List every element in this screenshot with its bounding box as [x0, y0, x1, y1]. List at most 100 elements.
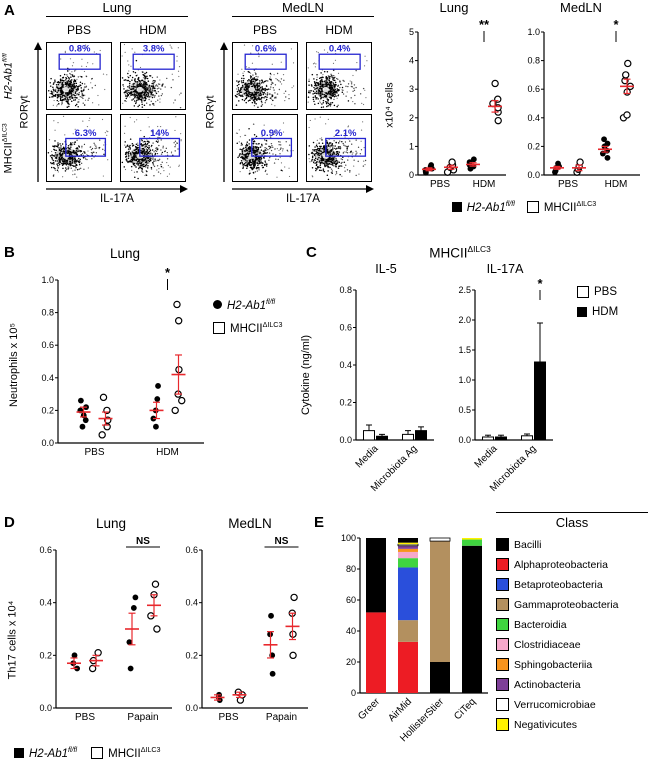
svg-text:0.0: 0.0	[339, 435, 352, 445]
svg-text:0.2: 0.2	[527, 141, 540, 151]
d-medln-title: MedLN	[228, 516, 272, 531]
svg-text:HDM: HDM	[605, 179, 628, 190]
flow-lung-pbs-header: PBS	[66, 23, 91, 37]
legend-item-genotype1: H2-Ab1fl/fl	[213, 298, 282, 312]
genotype2-name: MHCII	[2, 141, 15, 174]
legend-item-sphingobacteriia: Sphingobacteriia	[496, 658, 648, 671]
svg-text:0.8%: 0.8%	[69, 44, 91, 55]
svg-text:0.6: 0.6	[39, 545, 52, 555]
svg-text:NS: NS	[136, 536, 150, 547]
c-il5-title: IL-5	[375, 262, 397, 276]
svg-text:14%: 14%	[150, 128, 170, 139]
flow-plot-medln-pbs-row1: 0.6%	[232, 42, 298, 110]
svg-text:0.6%: 0.6%	[255, 44, 277, 55]
svg-text:*: *	[165, 265, 171, 280]
flow-lung-xaxis-label: IL-17A	[100, 193, 134, 205]
svg-text:PBS: PBS	[84, 447, 104, 458]
panel-b-label: B	[4, 244, 15, 261]
c-il5-bar-plot: 0.0 0.2 0.4 0.6 0.8 Media Microbiota Ag	[326, 276, 436, 510]
legend-item-genotype1: H2-Ab1fl/fl	[14, 746, 77, 760]
flow-plot-medln-hdm-row1: 0.4%	[306, 42, 372, 110]
svg-text:Papain: Papain	[266, 712, 297, 723]
flow-medln-pbs-header: PBS	[252, 23, 277, 37]
svg-text:HDM: HDM	[156, 447, 179, 458]
svg-text:0.2: 0.2	[185, 650, 198, 660]
svg-text:0.5: 0.5	[458, 405, 471, 415]
svg-text:1.0: 1.0	[527, 27, 540, 37]
class-color-swatch	[496, 578, 509, 591]
svg-text:0.8: 0.8	[339, 285, 352, 295]
svg-text:HDM: HDM	[473, 179, 496, 190]
class-label: Alphaproteobacteria	[514, 558, 608, 571]
panel-c-legend: PBS HDM	[577, 286, 618, 318]
genotype1-superscript: fl/fl	[1, 52, 9, 62]
svg-text:0.0: 0.0	[458, 435, 471, 445]
svg-text:1: 1	[409, 141, 414, 151]
flow-medln-yaxis-label: RORγt	[204, 95, 216, 129]
flow-lung-yaxis-arrow	[34, 42, 42, 182]
c-il17a-title: IL-17A	[486, 262, 524, 276]
class-label: Bacilli	[514, 538, 542, 551]
svg-text:*: *	[537, 276, 543, 291]
svg-text:1.5: 1.5	[458, 345, 471, 355]
d-ylabel: Th17 cells x 10⁴	[6, 600, 18, 680]
svg-text:PBS: PBS	[558, 179, 578, 190]
filled-square-icon	[451, 201, 462, 212]
c-ylabel: Cytokine (ng/ml)	[300, 334, 313, 416]
svg-text:Media: Media	[354, 443, 381, 470]
a-lung-scatter-plot: 0 1 2 3 4 5 PBS HDM **	[398, 16, 510, 191]
svg-text:0.6: 0.6	[41, 340, 54, 350]
class-label: Sphingobacteriia	[514, 658, 593, 671]
open-square-icon	[213, 321, 225, 334]
svg-text:1.0: 1.0	[458, 375, 471, 385]
flow-row2-genotype-label: MHCIIΔILC3	[0, 114, 16, 182]
legend-item-bacteroidia: Bacteroidia	[496, 618, 648, 631]
legend-item-verrucomicrobiae: Verrucomicrobiae	[496, 698, 648, 711]
svg-text:0.4: 0.4	[339, 360, 352, 370]
legend-item-pbs: PBS	[577, 286, 618, 298]
genotype1-name: H2-Ab1	[2, 61, 15, 100]
flow-plot-medln-hdm-row2: 2.1%	[306, 114, 372, 182]
svg-text:Media: Media	[473, 443, 500, 470]
class-color-swatch	[496, 678, 509, 691]
flow-plot-lung-pbs-row1: 0.8%	[46, 42, 112, 110]
panel-a-label: A	[4, 2, 15, 19]
svg-text:3.8%: 3.8%	[143, 44, 165, 55]
d-lung-title: Lung	[95, 516, 127, 531]
svg-text:**: **	[479, 17, 490, 32]
svg-text:2.5: 2.5	[458, 285, 471, 295]
legend-item-genotype1: H2-Ab1fl/fl	[451, 200, 515, 214]
svg-text:2.0: 2.0	[458, 315, 471, 325]
svg-text:2.1%: 2.1%	[335, 128, 357, 139]
class-label: Bacteroidia	[514, 618, 567, 631]
legend-item-clostridiaceae: Clostridiaceae	[496, 638, 648, 651]
svg-text:0.9%: 0.9%	[261, 128, 283, 139]
svg-text:5: 5	[409, 27, 414, 37]
panel-a-legend: H2-Ab1fl/fl MHCIIΔILC3	[398, 200, 650, 214]
svg-text:PBS: PBS	[75, 712, 95, 723]
e-legend-title: Class	[555, 515, 589, 530]
flow-row1-genotype-label: H2-Ab1fl/fl	[0, 42, 16, 110]
svg-text:0.0: 0.0	[39, 703, 52, 713]
svg-text:0.0: 0.0	[185, 703, 198, 713]
svg-text:20: 20	[346, 657, 356, 667]
svg-text:AirMid: AirMid	[386, 696, 414, 724]
panel-e-label: E	[314, 514, 325, 531]
svg-text:0.4: 0.4	[185, 598, 198, 608]
svg-text:100: 100	[341, 533, 356, 543]
legend-item-alphaproteobacteria: Alphaproteobacteria	[496, 558, 648, 571]
flow-plot-lung-pbs-row2: 6.3%	[46, 114, 112, 182]
legend-item-genotype2: MHCIIΔILC3	[91, 746, 161, 760]
svg-text:0.6: 0.6	[339, 323, 352, 333]
panel-d-legend: H2-Ab1fl/fl MHCIIΔILC3	[14, 746, 161, 760]
class-legend-items: Bacilli Alphaproteobacteria Betaproteobact…	[496, 538, 648, 731]
flow-plot-lung-hdm-row2: 14%	[120, 114, 186, 182]
class-color-swatch	[496, 698, 509, 711]
filled-circle-icon	[213, 300, 222, 310]
svg-text:0.8: 0.8	[527, 56, 540, 66]
svg-text:0.6: 0.6	[185, 545, 198, 555]
flow-medln-xaxis-label: IL-17A	[286, 193, 320, 205]
svg-text:6.3%: 6.3%	[75, 128, 97, 139]
svg-text:Papain: Papain	[127, 712, 158, 723]
